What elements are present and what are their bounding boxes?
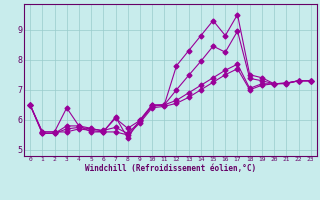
X-axis label: Windchill (Refroidissement éolien,°C): Windchill (Refroidissement éolien,°C) [85,164,256,173]
